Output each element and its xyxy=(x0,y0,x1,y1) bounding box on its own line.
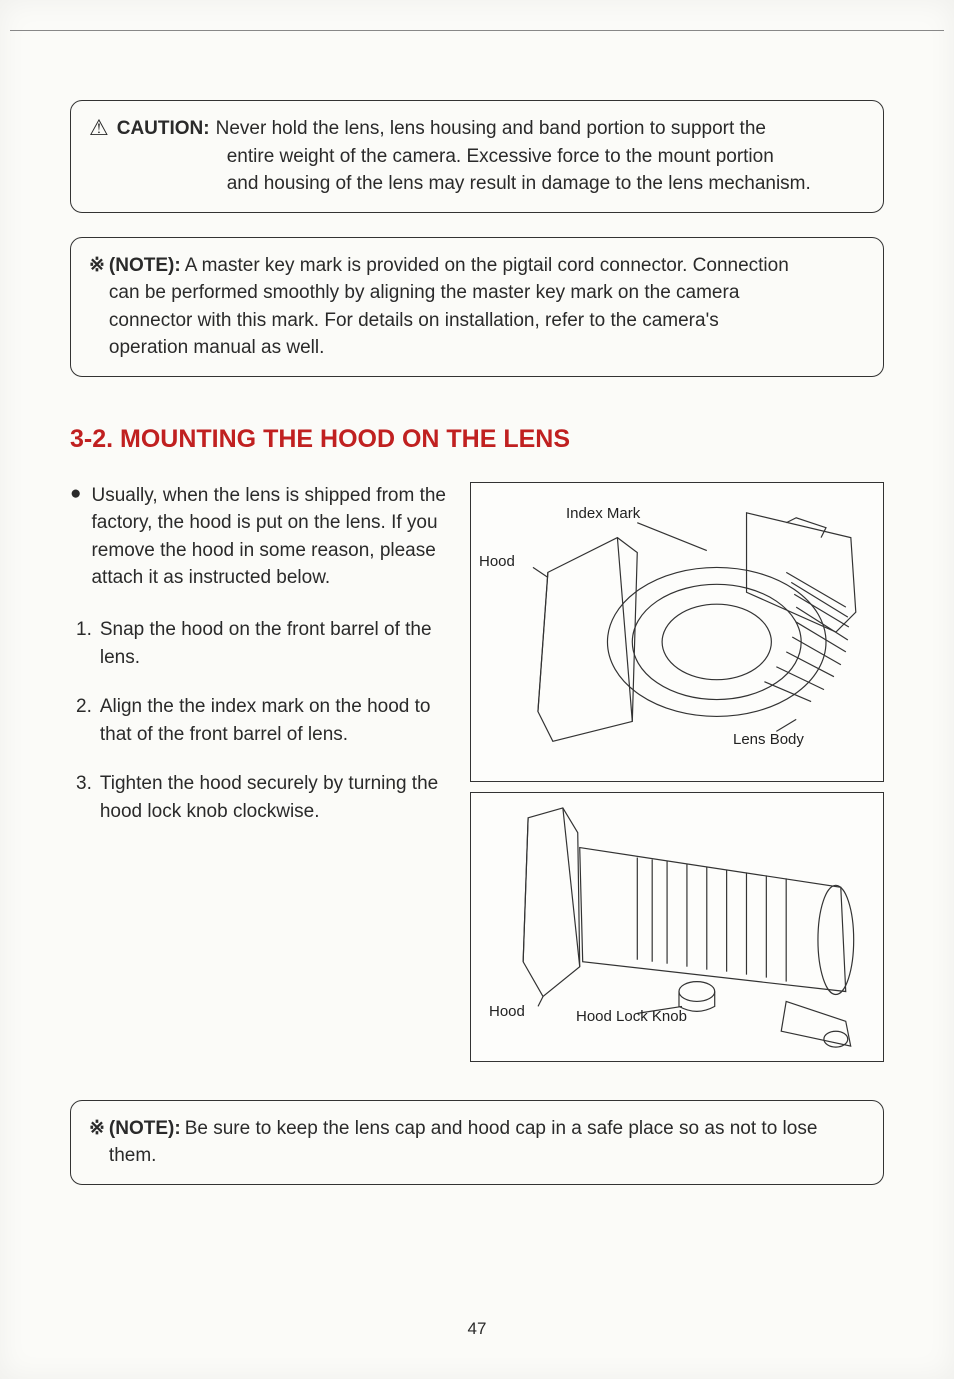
bullet-icon: ● xyxy=(70,482,81,592)
note1-line2: can be performed smoothly by aligning th… xyxy=(109,279,865,307)
note1-line4: operation manual as well. xyxy=(109,334,865,362)
step-text: Tighten the hood securely by turning the… xyxy=(100,770,450,825)
bullet-text: Usually, when the lens is shipped from t… xyxy=(91,482,450,592)
fig1-lens-body-label: Lens Body xyxy=(733,731,804,748)
reference-mark-icon: ※ xyxy=(89,252,105,280)
step-text: Align the the index mark on the hood to … xyxy=(100,693,450,748)
caution-box: ⚠ CAUTION: Never hold the lens, lens hous… xyxy=(70,100,884,213)
bullet-paragraph: ● Usually, when the lens is shipped from… xyxy=(70,482,450,592)
warning-icon: ⚠ xyxy=(89,115,109,141)
manual-page: ⚠ CAUTION: Never hold the lens, lens hous… xyxy=(0,0,954,1379)
note1-line1: A master key mark is provided on the pig… xyxy=(185,255,789,276)
note2-label: (NOTE): xyxy=(109,1118,181,1139)
caution-line1: Never hold the lens, lens housing and ba… xyxy=(216,118,766,139)
reference-mark-icon: ※ xyxy=(89,1115,105,1143)
step-number: 1. xyxy=(76,616,92,671)
fig1-hood-label: Hood xyxy=(479,553,515,570)
content-row: ● Usually, when the lens is shipped from… xyxy=(70,482,884,1072)
fig2-hood-label: Hood xyxy=(489,1003,525,1020)
note1-box: ※ (NOTE):A master key mark is provided o… xyxy=(70,237,884,377)
top-rule xyxy=(10,30,944,31)
step-number: 2. xyxy=(76,693,92,748)
page-number: 47 xyxy=(0,1319,954,1339)
caution-line2: entire weight of the camera. Excessive f… xyxy=(117,143,865,171)
text-column: ● Usually, when the lens is shipped from… xyxy=(70,482,450,1072)
figure-1: Index Mark Hood Lens Body xyxy=(470,482,884,782)
step-number: 3. xyxy=(76,770,92,825)
lens-diagram-1 xyxy=(471,483,883,781)
figure-column: Index Mark Hood Lens Body xyxy=(470,482,884,1072)
fig2-hood-lock-knob-label: Hood Lock Knob xyxy=(576,1008,687,1025)
note1-line3: connector with this mark. For details on… xyxy=(109,307,865,335)
fig1-index-mark-label: Index Mark xyxy=(566,505,640,522)
step-2: 2. Align the the index mark on the hood … xyxy=(70,693,450,748)
caution-label: CAUTION: xyxy=(117,118,210,139)
note2-box: ※ (NOTE):Be sure to keep the lens cap an… xyxy=(70,1100,884,1185)
step-1: 1. Snap the hood on the front barrel of … xyxy=(70,616,450,671)
note1-label: (NOTE): xyxy=(109,255,181,276)
section-title: 3-2. MOUNTING THE HOOD ON THE LENS xyxy=(70,425,884,454)
caution-text: CAUTION: Never hold the lens, lens housin… xyxy=(117,115,865,198)
note2-text: Be sure to keep the lens cap and hood ca… xyxy=(109,1118,817,1167)
step-text: Snap the hood on the front barrel of the… xyxy=(100,616,450,671)
step-3: 3. Tighten the hood securely by turning … xyxy=(70,770,450,825)
figure-2: Hood Hood Lock Knob xyxy=(470,792,884,1062)
caution-line3: and housing of the lens may result in da… xyxy=(117,170,865,198)
